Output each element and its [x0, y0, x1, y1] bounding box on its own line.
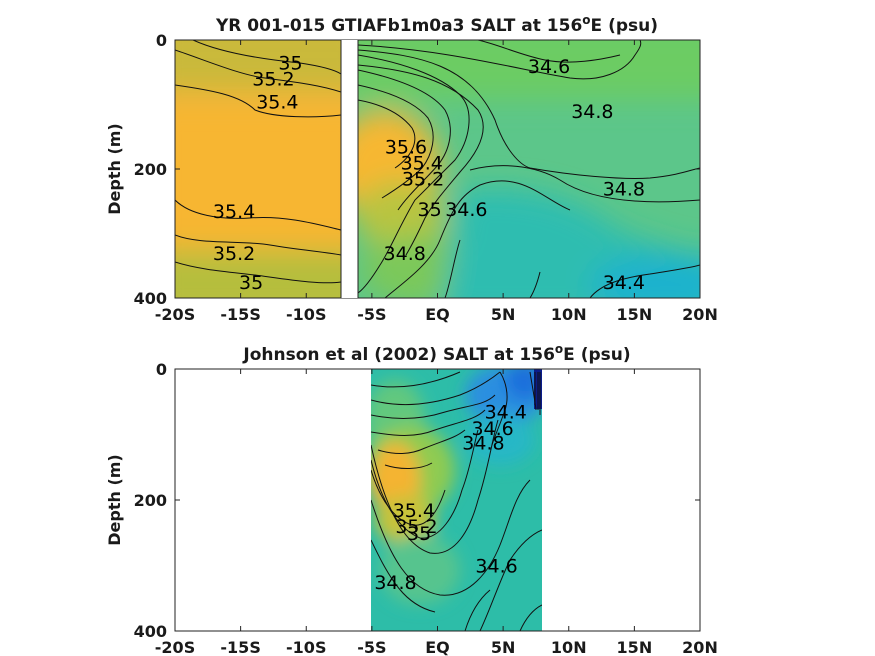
bottom-contour-label: 34.4 [485, 402, 527, 424]
top-contour-label: 34.8 [384, 243, 426, 265]
top-xtick-label: 15N [617, 305, 653, 324]
top-ticks: -20S -15S -10S -5S EQ 5N 10N 15N 20N 0 200 400 [134, 31, 718, 324]
top-contour-label: 35.6 [385, 136, 427, 158]
bottom-contour-label: 34.6 [471, 418, 513, 440]
top-xtick-label: -15S [220, 305, 260, 324]
top-contours-left [175, 40, 341, 284]
top-ytick-label: 400 [134, 289, 167, 308]
top-title: YR 001-015 GTIAFb1m0a3 SALT at 156oE (ps… [215, 13, 658, 36]
top-contour-label: 35.4 [256, 91, 298, 113]
bottom-ytick-label: 200 [134, 491, 167, 510]
top-contours-right [358, 40, 700, 298]
bottom-xtick-label: EQ [425, 638, 450, 656]
bottom-title: Johnson et al (2002) SALT at 156oE (psu) [242, 342, 630, 365]
top-contour-label: 35.4 [401, 153, 443, 175]
top-contour-label: 35.4 [213, 201, 255, 223]
bottom-ytick-label: 400 [134, 622, 167, 641]
bottom-contour-label: 34.8 [462, 432, 504, 454]
bottom-xtick-label: -10S [286, 638, 326, 656]
bottom-contours [371, 371, 542, 631]
bottom-xtick-label: -15S [220, 638, 260, 656]
top-contour-label: 34.8 [603, 178, 645, 200]
bottom-panel: Johnson et al (2002) SALT at 156oE (psu) [105, 342, 718, 656]
top-contour-label: 34.6 [445, 199, 487, 221]
top-contour-label: 34.6 [528, 56, 570, 78]
top-panel: YR 001-015 GTIAFb1m0a3 SALT at 156oE (ps… [105, 13, 718, 324]
top-xtick-label: -5S [357, 305, 386, 324]
top-contour-label: 35 [418, 199, 442, 221]
bottom-ylabel: Depth (m) [105, 454, 124, 546]
bottom-xtick-label: -5S [357, 638, 386, 656]
bottom-contour-label: 35 [407, 523, 431, 545]
bottom-xtick-label: 20N [682, 638, 718, 656]
bottom-ytick-label: 0 [156, 360, 167, 379]
top-contour-label: 35.2 [213, 243, 255, 265]
top-contour-label: 35 [278, 53, 302, 75]
top-xtick-label: 20N [682, 305, 718, 324]
top-contour-label: 34.8 [571, 101, 613, 123]
top-xtick-label: 10N [551, 305, 587, 324]
bottom-xtick-label: 15N [617, 638, 653, 656]
bottom-xtick-label: -20S [155, 638, 195, 656]
top-contour-label: 35 [239, 272, 263, 294]
top-xtick-label: -20S [155, 305, 195, 324]
top-gap [341, 40, 358, 298]
bottom-contour-label: 34.6 [475, 556, 517, 578]
top-xtick-label: EQ [425, 305, 450, 324]
top-xtick-label: 5N [491, 305, 516, 324]
bottom-contour-label: 35.4 [393, 500, 435, 522]
bottom-field [371, 369, 542, 631]
top-contour-label: 34.4 [603, 272, 645, 294]
top-ylabel: Depth (m) [105, 123, 124, 215]
top-field-left [175, 40, 341, 298]
top-ytick-label: 200 [134, 160, 167, 179]
top-contour-label: 35.2 [402, 169, 444, 191]
bottom-xtick-label: 5N [491, 638, 516, 656]
top-xtick-label: -10S [286, 305, 326, 324]
bottom-contour-label: 35.2 [395, 516, 437, 538]
bottom-xtick-label: 10N [551, 638, 587, 656]
top-contour-label: 35.2 [252, 69, 294, 91]
bottom-ticks: -20S -15S -10S -5S EQ 5N 10N 15N 20N 0 200 400 [134, 360, 718, 656]
bottom-contour-label: 34.8 [374, 572, 416, 594]
top-ytick-label: 0 [156, 31, 167, 50]
